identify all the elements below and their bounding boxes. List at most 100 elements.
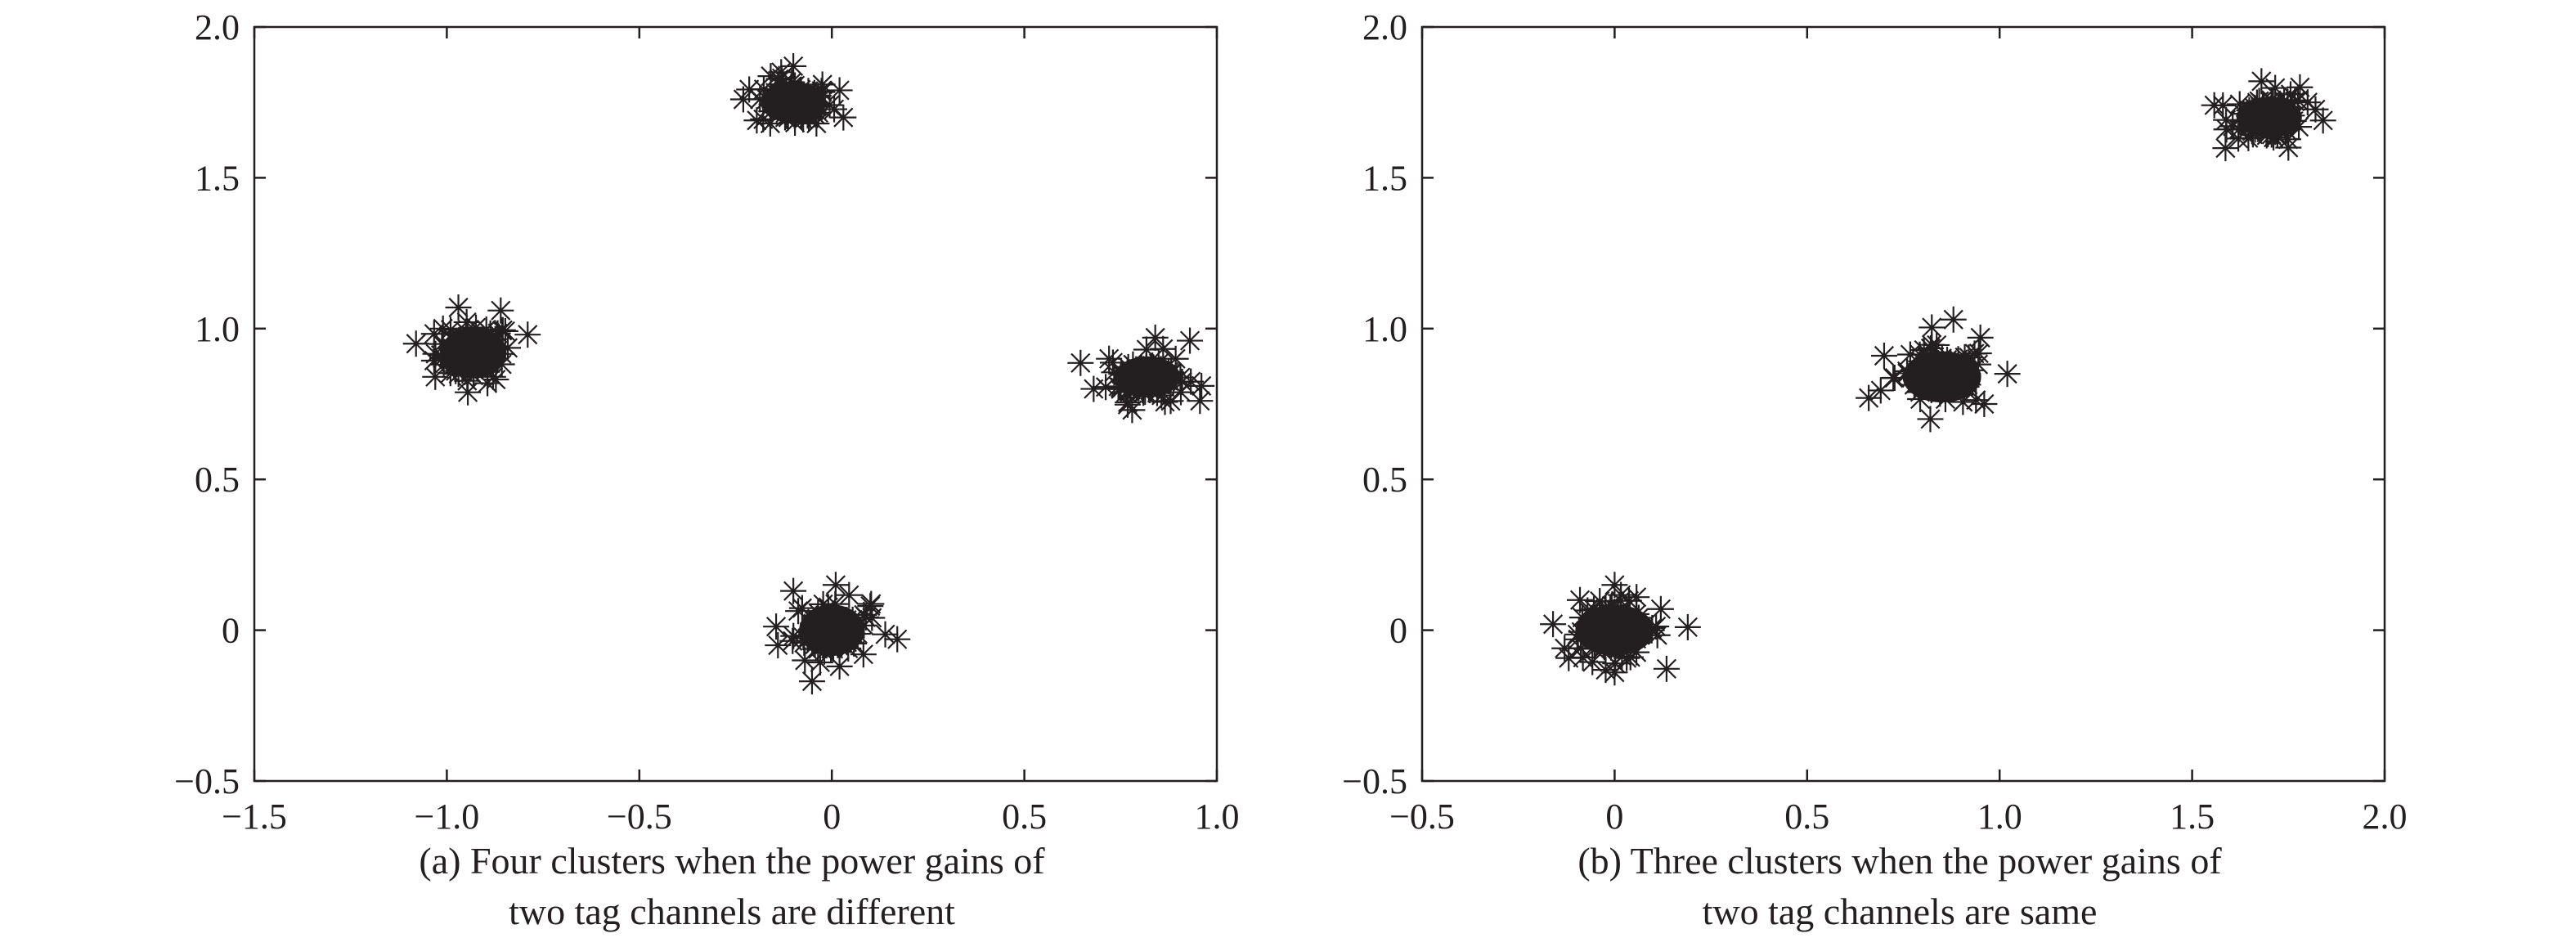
data-point: [2309, 107, 2336, 134]
x-tick-label-a: 0.5: [1002, 797, 1047, 837]
data-point: [1939, 357, 1966, 384]
y-tick-label-a: 0.5: [195, 460, 240, 500]
data-point: [1994, 361, 2021, 388]
data-point: [788, 100, 815, 127]
data-point: [1653, 655, 1680, 682]
data-point: [795, 83, 822, 110]
y-tick-label-b: 1.0: [1362, 309, 1407, 349]
data-point: [810, 631, 837, 658]
data-point: [1119, 397, 1146, 424]
data-point: [1567, 586, 1594, 613]
y-tick-label-a: 0: [222, 611, 240, 651]
data-point: [1540, 611, 1567, 638]
data-point: [1551, 635, 1578, 662]
data-point: [872, 621, 899, 648]
data-point: [1188, 372, 1215, 399]
data-point: [2210, 92, 2237, 119]
x-tick-label-b: 0: [1605, 797, 1623, 837]
data-point: [1629, 615, 1656, 642]
data-point: [780, 622, 807, 649]
data-point: [1601, 659, 1628, 686]
caption-line-a-2: two tag channels are different: [509, 891, 955, 932]
data-point: [1971, 391, 1998, 417]
y-tick-label-b: 2.0: [1362, 7, 1407, 47]
data-point: [1591, 634, 1618, 661]
data-point: [750, 105, 777, 132]
data-point: [1187, 388, 1214, 415]
x-tick-label-b: 2.0: [2363, 797, 2408, 837]
data-point: [2225, 125, 2252, 152]
data-point: [837, 610, 864, 637]
data-point: [798, 668, 825, 695]
data-point: [729, 86, 756, 113]
data-point: [460, 362, 487, 389]
data-point: [402, 330, 429, 357]
data-point: [1612, 617, 1639, 644]
data-point: [768, 65, 795, 92]
cluster-a-2: [729, 52, 857, 137]
data-point: [487, 297, 514, 324]
data-point: [2226, 91, 2253, 118]
data-point: [1080, 375, 1107, 402]
y-tick-label-a: 2.0: [195, 7, 240, 47]
data-point: [765, 632, 792, 659]
data-point: [1967, 324, 1994, 351]
data-point: [1613, 644, 1640, 671]
data-point: [1647, 595, 1674, 622]
data-point: [494, 334, 521, 361]
data-point: [1116, 361, 1143, 388]
caption-line-a-1: (a) Four clusters when the power gains o…: [419, 840, 1045, 882]
y-tick-label-a: 1.0: [195, 309, 240, 349]
data-point: [1867, 377, 1894, 404]
data-point: [445, 294, 472, 321]
data-point: [785, 598, 812, 625]
data-point: [1096, 345, 1123, 372]
data-point: [857, 593, 884, 620]
data-point: [1564, 626, 1591, 653]
data-point: [753, 86, 780, 113]
data-point: [836, 581, 863, 608]
data-point: [773, 75, 800, 102]
y-tick-label-b: 0.5: [1362, 460, 1407, 500]
data-point: [1142, 324, 1169, 351]
x-tick-label-a: −1.0: [414, 797, 479, 837]
data-point: [820, 635, 847, 662]
data-point: [1917, 406, 1944, 433]
data-point: [792, 647, 819, 674]
data-point: [809, 71, 836, 98]
data-point: [884, 626, 911, 653]
data-point: [429, 315, 456, 342]
data-point: [446, 327, 473, 354]
x-tick-label-b: 1.5: [2170, 797, 2215, 837]
data-point: [1870, 342, 1897, 369]
plot-frame-a: [253, 25, 1218, 783]
data-point: [1957, 357, 1984, 384]
data-point: [2280, 108, 2307, 135]
y-tick-label-b: 1.5: [1362, 158, 1407, 198]
caption-line-b-2: two tag channels are same: [1703, 891, 2098, 932]
data-point: [2253, 98, 2280, 125]
data-point: [1601, 572, 1628, 599]
x-tick-label-b: −0.5: [1389, 797, 1455, 837]
data-point: [422, 363, 449, 390]
data-point: [844, 621, 871, 648]
data-point: [1949, 369, 1976, 396]
caption-line-b-1: (b) Three clusters when the power gains …: [1577, 840, 2222, 882]
x-tick-label-a: −0.5: [607, 797, 672, 837]
data-point: [776, 76, 803, 103]
y-tick-label-b: 0: [1389, 611, 1407, 651]
cluster-b-1: [1540, 572, 1701, 686]
data-point: [1674, 613, 1701, 640]
data-point: [1894, 357, 1921, 384]
y-tick-label-a: −0.5: [174, 761, 240, 801]
data-point: [479, 363, 506, 390]
data-point: [514, 321, 541, 348]
cluster-a-4: [763, 572, 911, 695]
data-point: [800, 610, 827, 637]
cluster-b-3: [2201, 68, 2336, 162]
data-point: [1568, 604, 1595, 631]
x-tick-label-a: −1.5: [222, 797, 287, 837]
data-point: [2238, 118, 2265, 145]
data-point: [756, 110, 783, 137]
